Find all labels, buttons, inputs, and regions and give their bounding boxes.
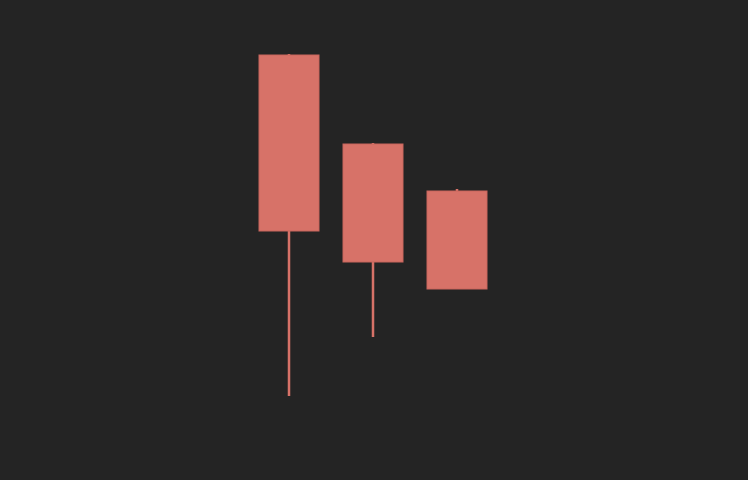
candle-2-body [342, 143, 404, 263]
candle-3-body [426, 190, 488, 290]
candle-1-body [258, 54, 320, 232]
